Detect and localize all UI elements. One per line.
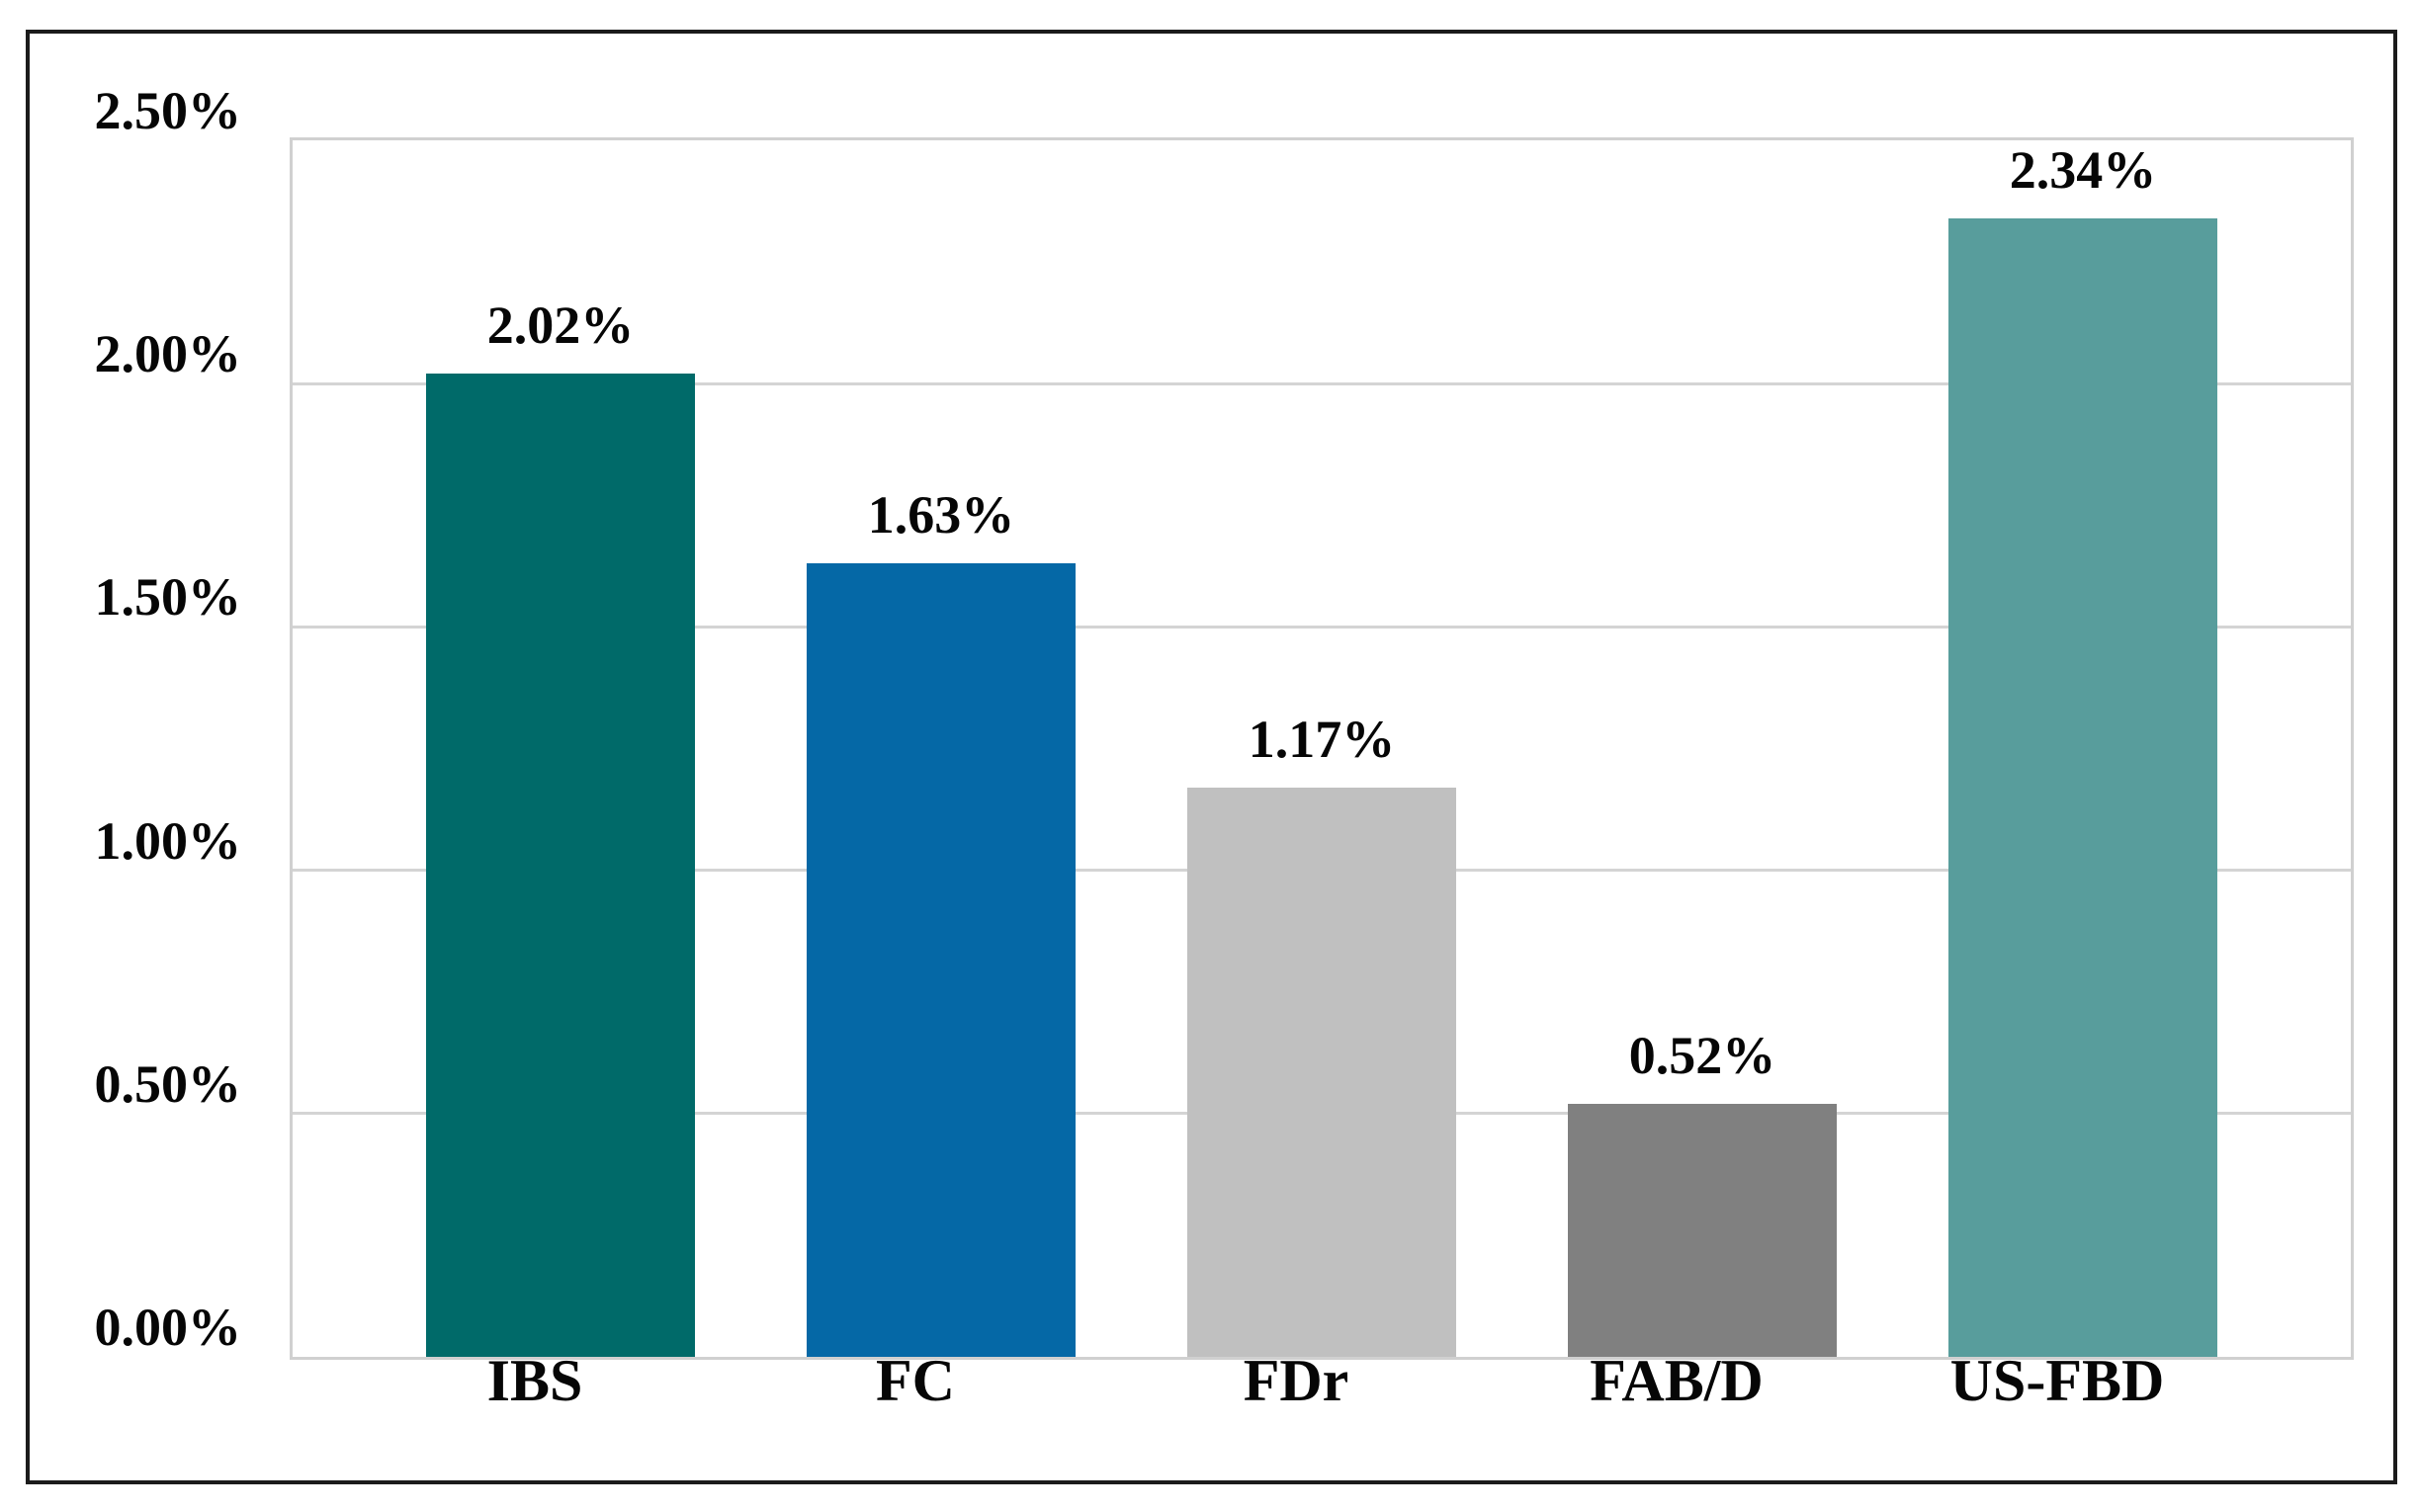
category-label-IBS: IBS bbox=[486, 1348, 583, 1413]
category-label-FC: FC bbox=[876, 1348, 955, 1413]
y-tick-label: 1.00% bbox=[94, 810, 242, 871]
bar-value-label-US-FBD: 2.34% bbox=[2009, 139, 2157, 200]
bar-value-label-FDr: 1.17% bbox=[1248, 709, 1396, 769]
chart-frame: 0.00% 0.50% 1.00% 1.50% 2.00% 2.50% 2.02% 1.63… bbox=[26, 30, 2397, 1484]
bar-FDr bbox=[1187, 787, 1456, 1357]
y-tick-label: 0.50% bbox=[94, 1053, 242, 1114]
y-tick-label: 2.00% bbox=[94, 324, 242, 384]
category-label-FDr: FDr bbox=[1243, 1348, 1349, 1413]
y-tick-label: 0.00% bbox=[94, 1298, 242, 1357]
y-tick-label: 2.50% bbox=[94, 81, 242, 140]
plot-area: 2.02% 1.63% 1.17% 0.52% 2.34% bbox=[290, 137, 2354, 1360]
gridline bbox=[293, 625, 2351, 629]
y-tick-label: 1.50% bbox=[94, 567, 242, 628]
gridline bbox=[293, 381, 2351, 385]
bar-FAB/D bbox=[1568, 1103, 1837, 1357]
bar-FC bbox=[807, 563, 1076, 1357]
category-label-US-FBD: US-FBD bbox=[1949, 1348, 2165, 1413]
bar-value-label-FAB/D: 0.52% bbox=[1628, 1025, 1776, 1085]
bar-US-FBD bbox=[1948, 217, 2217, 1357]
bar-value-label-FC: 1.63% bbox=[867, 485, 1015, 546]
category-label-FAB/D: FAB/D bbox=[1590, 1348, 1764, 1413]
bar-value-label-IBS: 2.02% bbox=[486, 295, 635, 356]
bar-IBS bbox=[426, 374, 695, 1357]
